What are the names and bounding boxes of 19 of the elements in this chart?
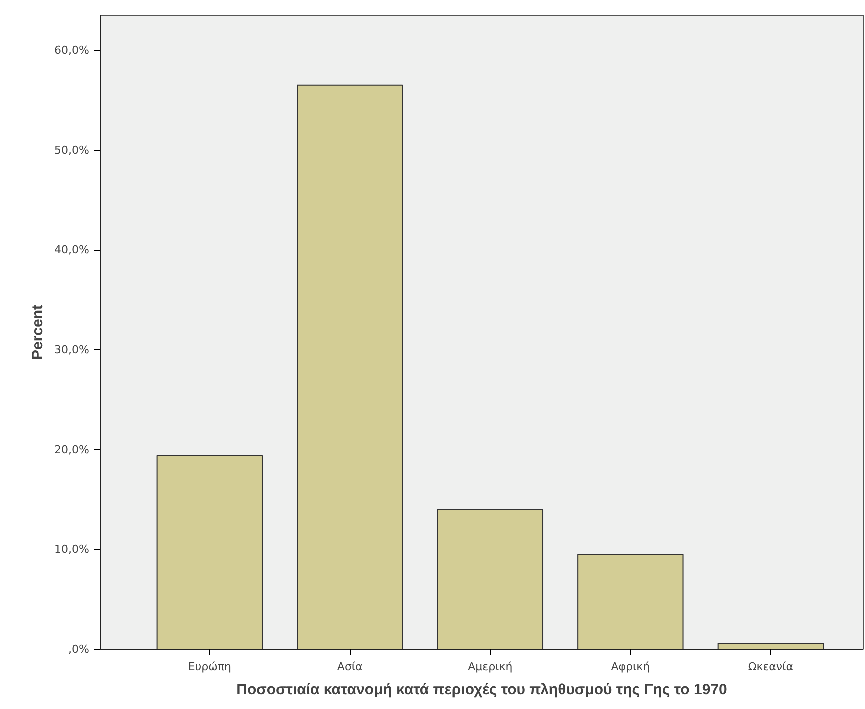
x-axis-title: Ποσοστιαία κατανομή κατά περιοχές του πληθυσμού της Γης το 1970 [236, 682, 728, 698]
y-tick-label: ,0% [68, 643, 90, 656]
bar [578, 554, 684, 650]
y-tick-label: 50,0% [54, 144, 90, 157]
x-tick-label: Ασία [337, 660, 363, 674]
y-tick-label: 40,0% [54, 244, 90, 257]
bar [297, 84, 404, 650]
y-tick-label: 20,0% [54, 443, 90, 456]
bar [437, 509, 544, 650]
x-tick-label: Αμερική [468, 660, 513, 674]
bar [718, 643, 824, 650]
x-tick-label: Ωκεανία [748, 660, 794, 674]
y-tick-label: 30,0% [54, 343, 90, 356]
x-tick-label: Αφρική [611, 660, 650, 674]
y-tick-label: 60,0% [54, 44, 90, 57]
x-tick-label: Ευρώπη [188, 660, 232, 674]
y-tick-label: 10,0% [54, 543, 90, 556]
bar [156, 455, 263, 650]
y-axis-title: Percent [30, 304, 47, 360]
